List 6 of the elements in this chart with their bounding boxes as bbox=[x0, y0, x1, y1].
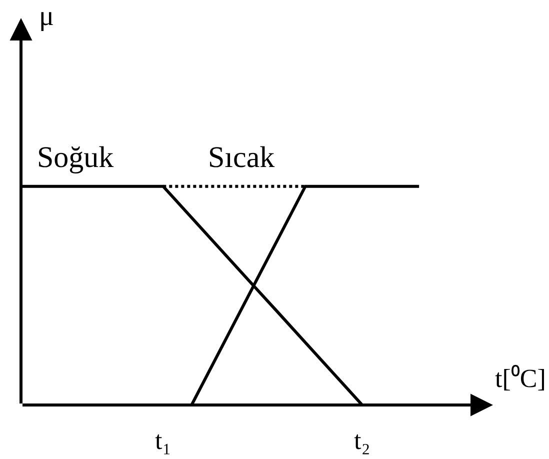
series-label: Sıcak bbox=[208, 141, 275, 174]
x-tick-label: t₂ bbox=[354, 426, 370, 455]
series-label: Soğuk bbox=[37, 141, 114, 174]
x-axis-title: t[⁰C] bbox=[495, 364, 546, 393]
text: μ bbox=[39, 1, 54, 32]
x-tick-label: t₁ bbox=[155, 426, 172, 455]
